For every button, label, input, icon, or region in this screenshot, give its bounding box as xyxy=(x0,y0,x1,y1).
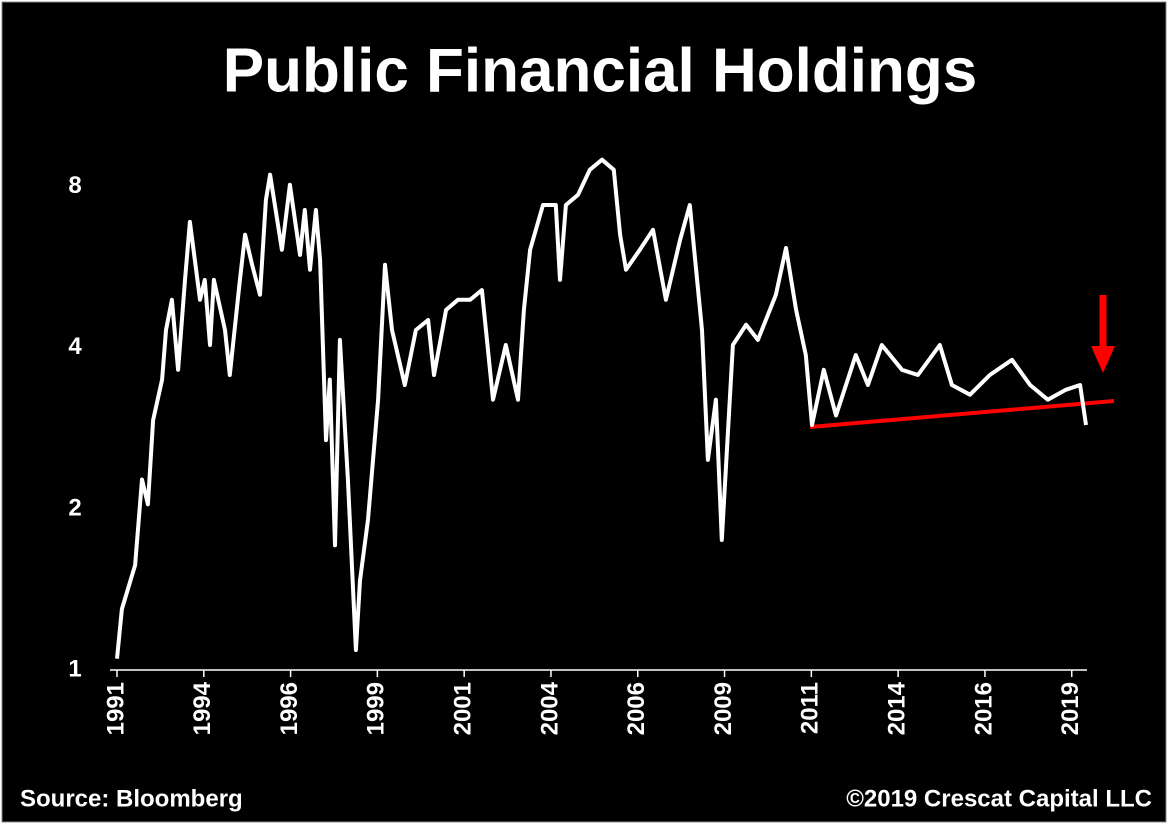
x-tick-label: 2011 xyxy=(797,682,824,734)
y-tick-label: 2 xyxy=(68,494,81,521)
x-tick-label: 2006 xyxy=(623,682,650,735)
x-tick-label: 1999 xyxy=(363,682,390,735)
y-tick-label: 8 xyxy=(68,172,81,199)
chart-title: Public Financial Holdings xyxy=(223,36,977,105)
y-tick-label: 1 xyxy=(68,655,81,682)
x-tick-label: 1996 xyxy=(276,682,303,735)
x-tick-label: 1991 xyxy=(102,682,129,735)
source-note: Source: Bloomberg xyxy=(20,785,243,812)
trend-line xyxy=(809,399,1115,429)
x-tick-label: 2016 xyxy=(970,682,997,735)
x-tick-label: 2019 xyxy=(1057,682,1084,735)
x-tick-label: 2001 xyxy=(450,682,477,735)
x-tick-label: 2009 xyxy=(710,682,737,735)
x-tick-label: 2004 xyxy=(536,681,563,735)
arrow-head xyxy=(1091,346,1115,373)
y-tick-label: 4 xyxy=(68,333,82,360)
data-line xyxy=(115,157,1088,659)
x-tick-label: 2014 xyxy=(883,681,910,735)
copyright-note: ©2019 Crescat Capital LLC xyxy=(846,785,1152,812)
x-tick-label: 1994 xyxy=(189,681,216,735)
